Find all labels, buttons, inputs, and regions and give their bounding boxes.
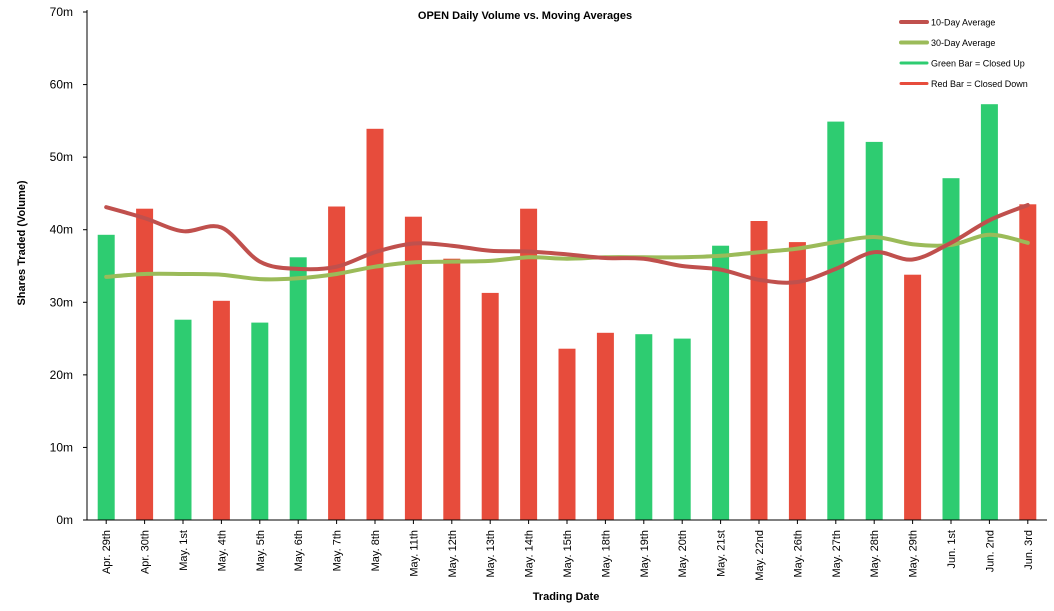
- volume-bar-19: [788, 242, 806, 520]
- volume-bar-13: [558, 348, 576, 520]
- x-tick-label: Apr. 30th: [140, 530, 152, 574]
- volume-bar-10: [443, 258, 461, 520]
- volume-bar-12: [520, 208, 538, 520]
- x-tick-label: Apr. 29th: [101, 530, 113, 574]
- x-tick-label: May. 8th: [370, 530, 382, 571]
- x-tick-label: May. 5th: [255, 530, 267, 571]
- x-tick-label: May. 22nd: [754, 530, 766, 581]
- volume-bar-17: [712, 245, 730, 520]
- bar-series: [97, 104, 1037, 521]
- x-tick-label: May. 12th: [447, 530, 459, 578]
- y-tick-label: 60m: [50, 78, 73, 92]
- volume-bar-2: [136, 208, 154, 520]
- volume-bar-18: [750, 221, 768, 520]
- legend-label: Red Bar = Closed Down: [931, 79, 1028, 89]
- volume-bar-25: [1019, 204, 1037, 521]
- ten-day-average-line: [104, 203, 1030, 285]
- y-tick-label: 0m: [56, 513, 73, 527]
- x-tick-label: May. 6th: [293, 530, 305, 571]
- volume-bar-14: [596, 332, 614, 520]
- volume-bar-16: [673, 338, 691, 520]
- x-tick-label: Jun. 3rd: [1023, 530, 1035, 570]
- volume-bar-9: [404, 216, 422, 520]
- x-tick-label: May. 21st: [716, 530, 728, 577]
- x-tick-label: May. 20th: [677, 530, 689, 578]
- volume-bar-20: [827, 121, 845, 520]
- y-tick-label: 40m: [50, 223, 73, 237]
- thirty-day-average-line: [104, 232, 1030, 282]
- legend-label: Green Bar = Closed Up: [931, 59, 1025, 69]
- volume-bar-23: [942, 178, 960, 520]
- legend-label: 10-Day Average: [931, 18, 995, 28]
- volume-bar-3: [174, 319, 192, 520]
- axes: 0m 10m 20m 30m 40m 50m 60m 70m Apr. 29th Apr. 30t…: [50, 5, 1047, 581]
- volume-bar-11: [481, 292, 499, 520]
- x-tick-label: May. 29th: [908, 530, 920, 578]
- chart-title: OPEN Daily Volume vs. Moving Averages: [418, 10, 632, 22]
- y-tick-label: 20m: [50, 368, 73, 382]
- volume-bar-1: [97, 234, 115, 521]
- x-tick-label: May. 7th: [332, 530, 344, 571]
- x-tick-label: May. 1st: [178, 530, 190, 571]
- legend-label: 30-Day Average: [931, 38, 995, 48]
- legend: 10-Day Average 30-Day Average Green Bar = …: [899, 18, 1028, 89]
- y-axis-label: Shares Traded (Volume): [16, 180, 28, 305]
- x-tick-label: Jun. 2nd: [984, 530, 996, 572]
- volume-bar-21: [865, 141, 883, 520]
- volume-bar-5: [251, 322, 269, 520]
- x-tick-label: May. 14th: [524, 530, 536, 578]
- x-axis-label: Trading Date: [533, 591, 600, 603]
- y-tick-label: 10m: [50, 440, 73, 454]
- x-tick-label: Jun. 1st: [946, 530, 958, 569]
- x-tick-label: May. 27th: [831, 530, 843, 578]
- volume-bar-4: [212, 300, 230, 520]
- moving-average-lines: [104, 203, 1030, 285]
- volume-bar-24: [980, 104, 998, 520]
- x-tick-label: May. 11th: [408, 530, 420, 577]
- x-tick-label: May. 19th: [639, 530, 651, 578]
- x-tick-label: May. 13th: [485, 530, 497, 578]
- y-tick-label: 30m: [50, 295, 73, 309]
- x-tick-label: May. 26th: [792, 530, 804, 578]
- x-tick-label: May. 28th: [869, 530, 881, 578]
- y-tick-label: 70m: [50, 5, 73, 19]
- x-tick-label: May. 4th: [216, 530, 228, 571]
- y-tick-label: 50m: [50, 150, 73, 164]
- volume-bar-15: [635, 334, 653, 520]
- volume-bar-7: [328, 206, 346, 520]
- volume-bar-8: [366, 128, 384, 521]
- volume-bar-6: [289, 257, 307, 520]
- x-tick-label: May. 18th: [600, 530, 612, 578]
- x-tick-label: May. 15th: [562, 530, 574, 578]
- volume-bar-22: [904, 274, 922, 520]
